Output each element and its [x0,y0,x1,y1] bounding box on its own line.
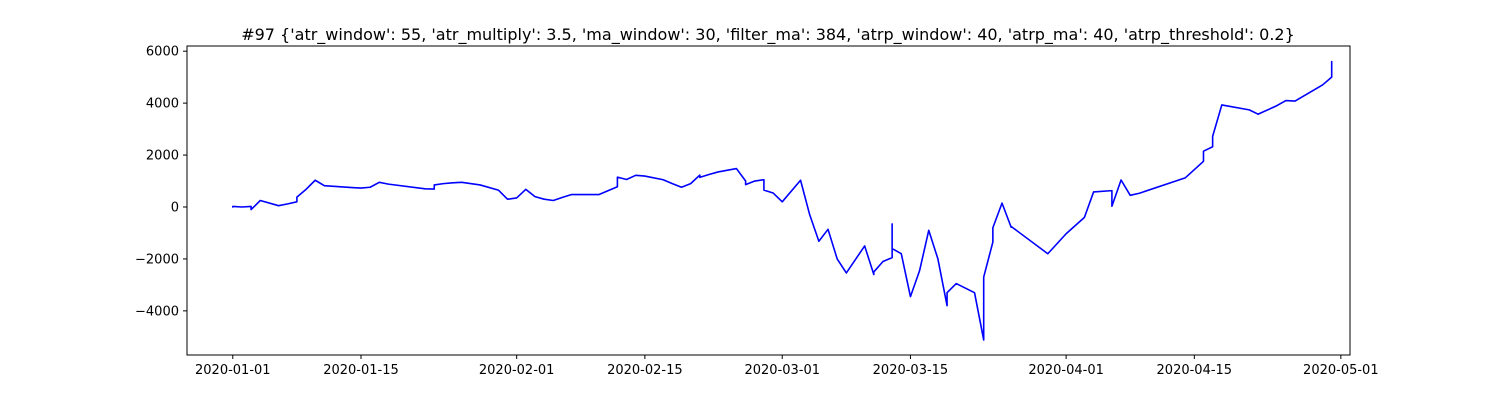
chart-title: #97 {'atr_window': 55, 'atr_multiply': 3… [241,25,1295,45]
y-tick-label: 4000 [146,97,179,112]
x-tick-label: 2020-03-01 [744,363,820,378]
series-line [231,60,1333,341]
y-tick-label: 2000 [146,149,179,164]
y-tick-label: 0 [171,200,179,215]
y-tick-label: −4000 [135,304,179,319]
x-tick-label: 2020-01-15 [323,363,399,378]
x-tick-label: 2020-03-15 [873,363,949,378]
x-tick-label: 2020-04-15 [1157,363,1233,378]
x-tick-label: 2020-01-01 [195,363,271,378]
x-tick-label: 2020-05-01 [1303,363,1379,378]
plot-frame [186,45,1351,356]
x-tick-label: 2020-02-01 [479,363,555,378]
x-tick-label: 2020-02-15 [607,363,683,378]
plot-area: 2020-01-01 2020-01-15 2020-02-01 2020-02-15… [135,45,1379,378]
y-tick-label: −2000 [135,252,179,267]
x-tick-label: 2020-04-01 [1028,363,1104,378]
y-tick-label: 6000 [146,45,179,60]
